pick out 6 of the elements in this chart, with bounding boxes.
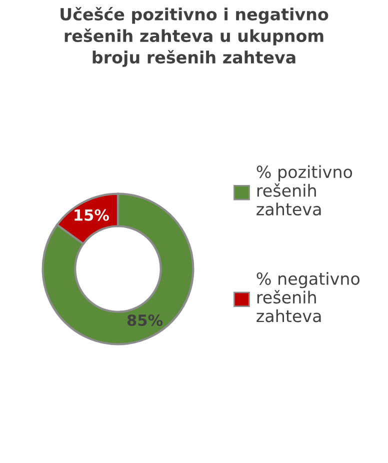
chart-title: Učešće pozitivno i negativno rešenih zahteva u ukupnom broju rešenih zahteva (60, 6, 328, 67)
legend-label: % pozitivno rešenih zahteva (256, 165, 352, 216)
data-label: 85% (127, 314, 163, 326)
donut-slice (42, 192, 194, 346)
data-label: 15% (74, 209, 109, 221)
legend-label: % negativno rešenih zahteva (256, 272, 360, 322)
